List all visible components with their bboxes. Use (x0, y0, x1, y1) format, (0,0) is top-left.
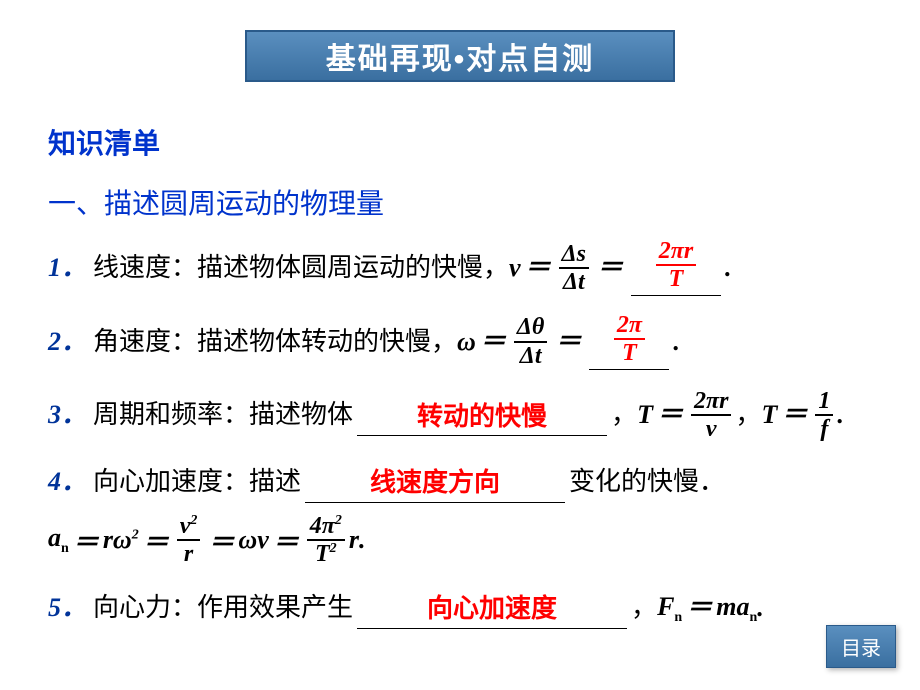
tail: . (673, 321, 680, 363)
item-number: 4． (48, 461, 87, 503)
tail: . (757, 587, 764, 629)
formula-4: an ＝ rω2 ＝ v2 r ＝ ωv ＝ 4π2 T2 r . (48, 513, 872, 568)
answer-text: 向心加速度 (427, 593, 557, 623)
item-desc: 描述物体转动的快慢， (197, 321, 457, 363)
blank-answer: 2πr T (631, 240, 721, 296)
tail: . (725, 247, 732, 289)
title-bar: 基础再现•对点自测 (245, 30, 675, 82)
equals: ＝ (555, 321, 581, 363)
fraction: Δs Δt (559, 241, 589, 296)
item-5: 5． 向心力： 作用效果产生 向心加速度 ， Fn ＝ man . (48, 586, 872, 630)
answer-text: 线速度方向 (370, 467, 500, 497)
after-text: ， (611, 394, 637, 436)
answer-fraction: 2π T (614, 312, 645, 367)
blank-answer: 2π T (589, 314, 669, 370)
equals: ＝ (597, 247, 623, 289)
subheading: 知识清单 (48, 122, 872, 162)
equals: ＝ (480, 321, 506, 363)
item-number: 1． (48, 247, 87, 289)
item-desc: 描述物体圆周运动的快慢， (197, 247, 509, 289)
item-number: 2． (48, 321, 87, 363)
after-text: ， (631, 587, 657, 629)
var: v (509, 247, 521, 289)
item-1: 1． 线速度： 描述物体圆周运动的快慢， v ＝ Δs Δt ＝ 2πr T . (48, 240, 872, 296)
item-3: 3． 周期和频率： 描述物体 转动的快慢 ， T ＝ 2πr v ， T ＝ 1… (48, 388, 872, 443)
item-number: 3． (48, 394, 87, 436)
fraction: Δθ Δt (514, 314, 548, 369)
tail: . (837, 394, 844, 436)
equals: ＝ (781, 394, 807, 436)
item-label: 线速度： (93, 247, 197, 289)
item-desc: 作用效果产生 (197, 587, 353, 629)
item-number: 5． (48, 587, 87, 629)
main-title: 基础再现•对点自测 (326, 34, 595, 78)
item-label: 向心力： (93, 587, 197, 629)
fraction: 2πr v (691, 388, 731, 443)
var: T (761, 394, 777, 436)
blank-answer: 转动的快慢 (357, 394, 607, 437)
equals: ＝ (525, 247, 551, 289)
mid-text: ， (735, 394, 761, 436)
blank-answer: 向心加速度 (357, 586, 627, 629)
item-label: 向心加速度： (93, 461, 249, 503)
var: T (637, 394, 653, 436)
fraction: v2 r (177, 513, 201, 568)
item-4: 4． 向心加速度： 描述 线速度方向 变化的快慢． (48, 460, 872, 503)
item-desc: 描述物体 (249, 394, 353, 436)
var: ω (457, 321, 476, 363)
blank-answer: 线速度方向 (305, 460, 565, 503)
item-label: 周期和频率： (93, 394, 249, 436)
toc-button[interactable]: 目录 (826, 625, 896, 668)
answer-fraction: 2πr T (656, 238, 696, 293)
after-text: 变化的快慢． (569, 461, 725, 503)
fraction: 4π2 T2 (307, 513, 345, 568)
section-title: 一、描述圆周运动的物理量 (48, 182, 872, 222)
answer-text: 转动的快慢 (417, 401, 547, 431)
fraction: 1 f (815, 388, 833, 443)
item-desc: 描述 (249, 461, 301, 503)
equals: ＝ (657, 394, 683, 436)
item-label: 角速度： (93, 321, 197, 363)
item-2: 2． 角速度： 描述物体转动的快慢， ω ＝ Δθ Δt ＝ 2π T . (48, 314, 872, 370)
